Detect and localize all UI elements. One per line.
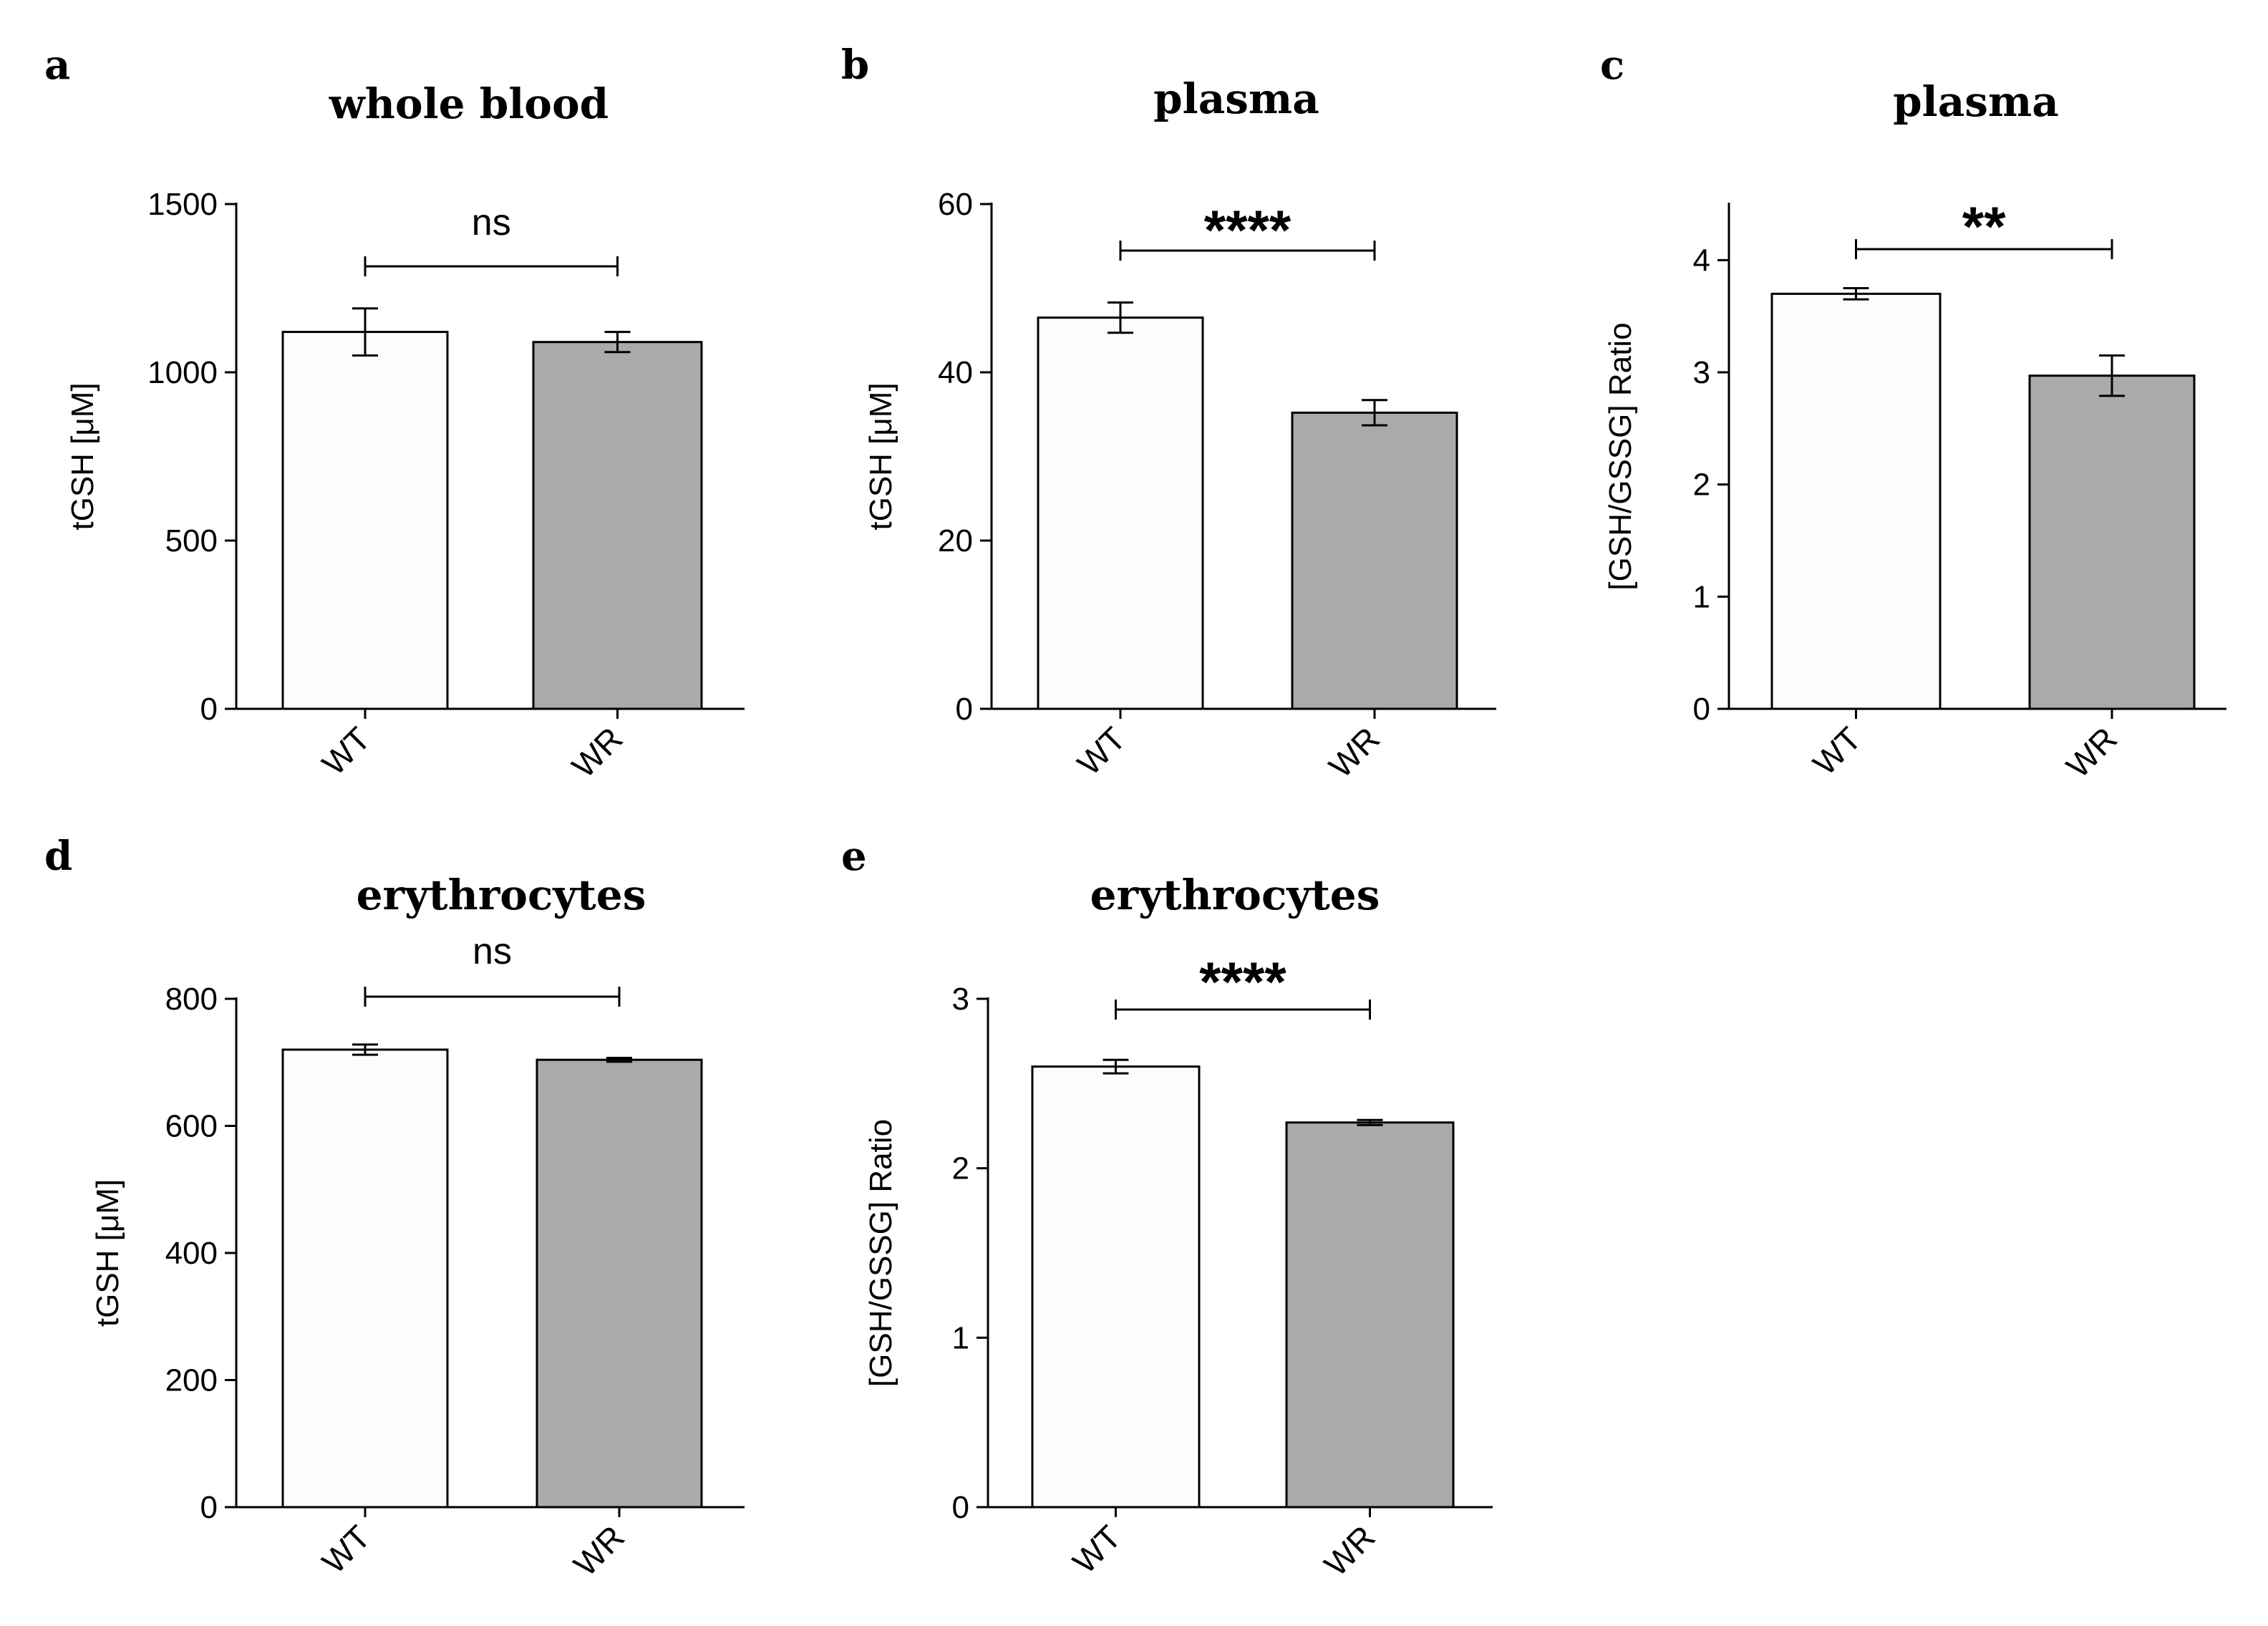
error-bar-wt: [1108, 301, 1133, 334]
y-tick-label: 1500: [147, 187, 218, 222]
chart-title: erythrocytes: [357, 871, 646, 919]
y-tick-label: 400: [165, 1236, 218, 1271]
y-tick-label: 600: [165, 1109, 218, 1144]
chart-panel-b: b plasma tGSH [μM] 0 20 40 60 WT WR ****: [841, 42, 1496, 785]
error-bar-wr: [606, 1057, 632, 1063]
y-tick-label: 800: [165, 982, 218, 1017]
y-tick-label: 0: [200, 1490, 218, 1525]
x-tick-label-wr: WR: [565, 720, 630, 785]
x-tick-label-wr: WR: [566, 1518, 631, 1583]
y-tick-label: 500: [165, 523, 218, 558]
y-tick-label: 0: [952, 1490, 969, 1525]
significance-label: **: [1962, 195, 2006, 258]
error-bar-wt: [1843, 287, 1869, 301]
bar-wr: [2028, 374, 2196, 710]
y-tick-label: 40: [938, 355, 973, 390]
error-bar-wr: [604, 331, 631, 354]
chart-title: erythrocytes: [1090, 871, 1380, 919]
y-axis-label: [GSH/GSSG] Ratio: [863, 1119, 898, 1387]
y-tick-label: 1: [952, 1320, 969, 1355]
significance-bracket: [364, 256, 619, 276]
significance-bracket: [1855, 239, 2113, 259]
significance-label: ns: [472, 931, 512, 972]
panel-label: c: [1600, 42, 1624, 89]
chart-title: plasma: [1153, 74, 1319, 123]
chart-panel-e: e erythrocytes [GSH/GSSG] Ratio 0 1 2 3 WT WR ***…: [841, 833, 1493, 1583]
bar-wt: [1770, 292, 1942, 710]
error-bar-wt: [352, 1043, 378, 1056]
x-tick-label-wr: WR: [1322, 720, 1387, 785]
panel-label: d: [44, 833, 72, 880]
bar-wr: [536, 1058, 703, 1509]
y-tick-label: 0: [956, 692, 973, 727]
significance-label: ns: [472, 202, 511, 243]
error-bar-wt: [1102, 1058, 1129, 1075]
y-tick-label: 200: [165, 1363, 218, 1398]
chart-panel-a: a whole blood tGSH [μM] 0 500 1000 1500 WT WR ns: [44, 42, 745, 785]
bar-wt: [1031, 1065, 1201, 1509]
chart-panel-c: c plasma [GSH/GSSG] Ratio 0 1 2 3 4 WT WR **: [1600, 42, 2226, 785]
y-tick-label: 0: [200, 692, 218, 727]
y-tick-label: 60: [938, 187, 973, 222]
chart-panel-d: d erythrocytes tGSH [μM] 0 200 400 600 800 WT WR n…: [44, 833, 745, 1583]
x-tick-label-wt: WT: [315, 720, 377, 782]
y-axis-label: tGSH [μM]: [65, 382, 100, 530]
panel-label: e: [841, 833, 867, 880]
significance-label: ****: [1204, 198, 1292, 261]
bar-wt: [1037, 316, 1204, 710]
bar-wt: [281, 1048, 449, 1509]
panel-label: a: [44, 42, 70, 89]
x-tick-label-wr: WR: [2059, 720, 2124, 785]
y-tick-label: 1: [1693, 579, 1710, 614]
x-tick-label-wt: WT: [1070, 720, 1133, 782]
y-tick-label: 3: [1693, 355, 1710, 390]
y-tick-label: 4: [1693, 243, 1710, 278]
x-tick-label-wt: WT: [1065, 1518, 1128, 1580]
y-axis-label: tGSH [μM]: [90, 1179, 125, 1327]
x-tick-label-wt: WT: [1806, 720, 1868, 782]
significance-label: ****: [1199, 950, 1286, 1013]
chart-title: whole blood: [329, 79, 609, 128]
bar-wr: [1285, 1121, 1455, 1509]
y-tick-label: 0: [1693, 692, 1710, 727]
significance-bracket: [1119, 241, 1376, 261]
error-bar-wr: [1362, 399, 1387, 427]
error-bar-wr: [1357, 1118, 1383, 1126]
x-tick-label-wr: WR: [1317, 1518, 1382, 1583]
bar-wr: [532, 341, 703, 710]
error-bar-wt: [352, 307, 378, 357]
bar-wt: [281, 331, 449, 710]
y-tick-label: 20: [938, 523, 973, 558]
chart-title: plasma: [1893, 77, 2059, 126]
y-tick-label: 3: [952, 982, 969, 1017]
y-axis-label: tGSH [μM]: [863, 382, 898, 530]
y-axis-label: [GSH/GSSG] Ratio: [1603, 322, 1638, 590]
y-tick-label: 1000: [147, 355, 218, 390]
bar-wr: [1291, 411, 1458, 710]
y-tick-label: 2: [1693, 468, 1710, 503]
y-tick-label: 2: [952, 1151, 969, 1186]
panel-label: b: [841, 42, 869, 89]
significance-bracket: [1115, 1000, 1371, 1020]
significance-bracket: [364, 987, 621, 1007]
x-tick-label-wt: WT: [315, 1518, 377, 1580]
error-bar-wr: [2099, 354, 2125, 397]
